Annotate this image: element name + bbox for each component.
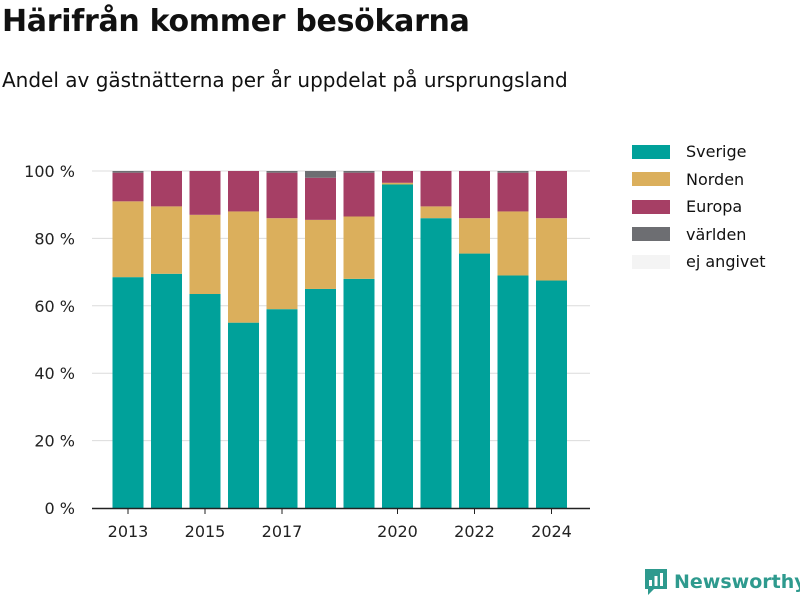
x-tick-label: 2015: [185, 522, 226, 541]
bar-segment-världen: [266, 171, 298, 173]
legend-label: Sverige: [686, 142, 747, 162]
bar-segment-norden: [228, 211, 259, 323]
y-tick-label: 0 %: [45, 499, 75, 518]
bar-segment-sverige: [420, 218, 452, 508]
bar-segment-sverige: [228, 322, 259, 508]
bar-segment-europa: [266, 172, 298, 219]
legend-swatch: [632, 254, 670, 269]
legend-label: ej angivet: [686, 252, 766, 272]
y-tick-label: 20 %: [34, 432, 75, 451]
legend-swatch: [632, 172, 670, 187]
bar-segment-europa: [112, 172, 144, 202]
brand-logo: Newsworthy: [644, 568, 800, 596]
y-tick-label: 60 %: [34, 297, 75, 316]
bar-segment-europa: [189, 171, 221, 215]
legend-swatch: [632, 227, 670, 242]
bar-segment-europa: [228, 171, 259, 212]
bar-segment-världen: [305, 171, 336, 178]
bar-segment-världen: [497, 171, 529, 173]
bar-segment-europa: [459, 171, 490, 219]
y-tick-label: 40 %: [34, 364, 75, 383]
x-tick-label: 2024: [531, 522, 572, 541]
bar-segment-sverige: [459, 253, 490, 508]
bar-segment-sverige: [189, 294, 221, 508]
bar-segment-sverige: [536, 280, 567, 508]
legend-swatch: [632, 199, 670, 214]
legend-item: ej angivet: [632, 248, 766, 276]
legend-item: världen: [632, 221, 766, 249]
bar-segment-norden: [459, 218, 490, 254]
bar-segment-europa: [420, 171, 452, 207]
bar-segment-norden: [266, 218, 298, 310]
chart-title: Härifrån kommer besökarna: [2, 4, 470, 39]
bar-segment-världen: [343, 171, 375, 173]
bar-segment-norden: [420, 206, 452, 219]
chart-subtitle: Andel av gästnätterna per år uppdelat på…: [2, 68, 568, 92]
y-tick-label: 100 %: [24, 162, 75, 181]
legend-label: världen: [686, 224, 747, 244]
bar-segment-europa: [151, 171, 182, 207]
bar-segment-sverige: [266, 309, 298, 508]
bar-segment-norden: [382, 182, 413, 185]
x-tick-label: 2017: [262, 522, 303, 541]
bar-segment-norden: [305, 219, 336, 289]
bar-segment-europa: [305, 177, 336, 220]
legend-item: Sverige: [632, 138, 766, 166]
brand-name: Newsworthy: [674, 571, 800, 593]
bar-segment-sverige: [382, 184, 413, 509]
x-tick-label: 2013: [108, 522, 149, 541]
bar-segment-europa: [497, 172, 529, 212]
bar-segment-norden: [112, 201, 144, 278]
bar-segment-europa: [382, 171, 413, 183]
legend-swatch: [632, 144, 670, 159]
legend-item: Europa: [632, 193, 766, 221]
bar-segment-europa: [343, 172, 375, 217]
x-tick-label: 2022: [454, 522, 495, 541]
bar-segment-sverige: [343, 278, 375, 508]
x-tick-label: 2020: [377, 522, 418, 541]
bar-segment-sverige: [497, 275, 529, 508]
bar-segment-sverige: [151, 273, 182, 508]
y-tick-label: 80 %: [34, 229, 75, 248]
legend-label: Norden: [686, 169, 745, 189]
bar-segment-norden: [536, 218, 567, 281]
bar-segment-sverige: [305, 288, 336, 508]
bar-segment-sverige: [112, 277, 144, 508]
bar-segment-norden: [343, 216, 375, 279]
bar-segment-norden: [497, 211, 529, 276]
legend-label: Europa: [686, 197, 743, 217]
bar-segment-norden: [189, 214, 221, 295]
bar-segment-världen: [112, 171, 144, 173]
chart-legend: Sverige Norden Europa världen ej angivet: [632, 138, 766, 276]
bar-segment-norden: [151, 206, 182, 274]
legend-item: Norden: [632, 166, 766, 194]
bar-segment-europa: [536, 171, 567, 219]
bar-chart-logo-icon: [645, 569, 667, 595]
